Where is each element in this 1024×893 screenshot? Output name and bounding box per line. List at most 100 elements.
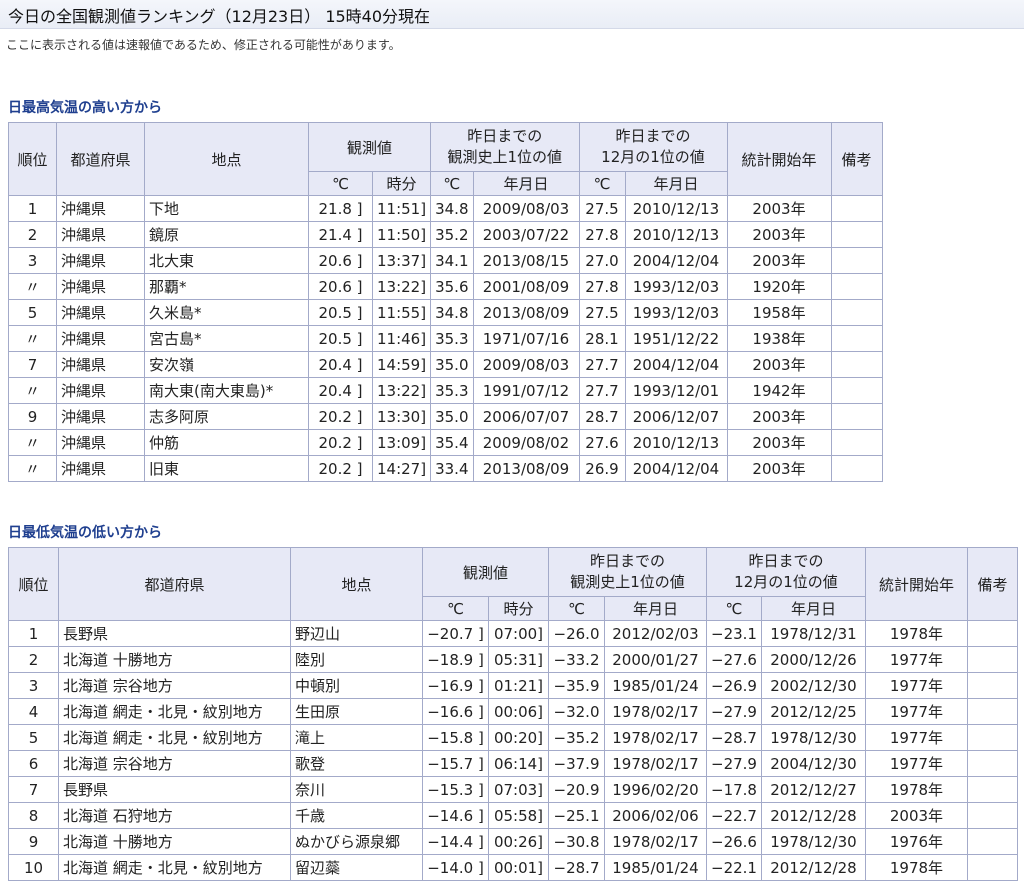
data-cell: 35.3 [430,377,474,404]
data-cell: −20.7 ] [422,620,489,647]
data-cell: 滝上 [290,724,423,751]
header-cell: 観測値 [307,122,432,172]
data-cell: −15.7 ] [422,750,489,777]
data-cell: 久米島* [144,299,309,326]
data-cell: 2009/08/03 [472,351,580,378]
data-cell: 35.0 [430,403,474,430]
remarks-cell [830,273,883,300]
data-cell: 安次嶺 [144,351,309,378]
header-cell: 昨日までの 12月の1位の値 [578,122,728,172]
data-cell: 中頓別 [290,672,423,699]
data-cell: 2000/12/26 [760,646,866,673]
remarks-cell [830,299,883,326]
data-cell: 3 [8,672,59,699]
data-cell: −16.9 ] [422,672,489,699]
data-row: 9 沖縄県 志多阿原 20.2 ] 13:30] 35.0 2006/07/07 28.7 20… [8,403,883,430]
data-cell: 26.9 [578,455,626,482]
data-row: 5 北海道 網走・北見・紋別地方 滝上 −15.8 ] 00:20] −35.2 1978/… [8,724,1018,751]
data-cell: −30.8 [548,828,605,855]
data-cell: 3 [8,247,57,274]
data-cell: 00:01] [488,854,549,881]
data-row: 3 北海道 宗谷地方 中頓別 −16.9 ] 01:21] −35.9 1985/01/24… [8,672,1018,699]
data-cell: −35.2 [548,724,605,751]
data-cell: 27.6 [578,429,626,456]
data-cell: 沖縄県 [56,273,145,300]
data-cell: 00:26] [488,828,549,855]
data-cell: 1978/02/17 [604,750,707,777]
data-cell: 14:59] [371,351,432,378]
header-line: 昨日までの [467,127,543,145]
data-cell: 35.3 [430,325,474,352]
data-cell: 35.6 [430,273,474,300]
subheader-cell: 年月日 [624,171,728,196]
subheader-cell: ℃ [308,171,373,196]
data-cell: 1978/02/17 [604,724,707,751]
subheader-cell: 年月日 [604,596,707,621]
remarks-cell [966,776,1018,803]
data-cell: 34.8 [430,195,474,222]
data-cell: 1977年 [864,750,968,777]
data-cell: −26.0 [548,620,605,647]
data-cell: 2012/12/25 [760,698,866,725]
data-row: 1 沖縄県 下地 21.8 ] 11:51] 34.8 2009/08/03 27.5 2010… [8,195,883,222]
data-cell: −16.6 ] [422,698,489,725]
data-cell: 鏡原 [144,221,309,248]
data-cell: 2004/12/30 [760,750,866,777]
header-line: 12月の1位の値 [601,148,705,166]
data-cell: 沖縄県 [56,455,145,482]
data-cell: 〃 [8,429,57,456]
data-cell: 2006/07/07 [472,403,580,430]
header-row: 順位 都道府県 地点 観測値 昨日までの 観測史上1位の値 昨日までの 12月の1位の値 統計開… [8,122,883,196]
data-cell: 05:31] [488,646,549,673]
ranking-table: 順位 都道府県 地点 観測値 昨日までの 観測史上1位の値 昨日までの 12月の1位の値 統計開… [8,122,883,482]
data-cell: 北海道 網走・北見・紋別地方 [58,724,291,751]
data-cell: 1978/02/17 [604,828,707,855]
data-cell: −17.8 [706,776,762,803]
data-cell: 1996/02/20 [604,776,707,803]
data-cell: 北海道 網走・北見・紋別地方 [58,854,291,881]
subheader-row: ℃ 時分 ℃ 年月日 ℃ 年月日 [9,596,1018,621]
data-cell: 1951/12/22 [624,325,728,352]
data-cell: 奈川 [290,776,423,803]
subheader-row: ℃ 時分 ℃ 年月日 ℃ 年月日 [9,171,883,196]
subheader-cell: ℃ [422,596,489,621]
data-cell: 北海道 網走・北見・紋別地方 [58,698,291,725]
data-cell: 1993/12/03 [624,299,728,326]
data-cell: 陸別 [290,646,423,673]
data-cell: 1985/01/24 [604,854,707,881]
data-row: 〃沖縄県 那覇* 20.6 ] 13:22] 35.6 2001/08/09 27.8 199… [8,273,883,300]
header-cell: 順位 [8,547,59,621]
data-cell: 2003/07/22 [472,221,580,248]
data-row: 2 北海道 十勝地方 陸別 −18.9 ] 05:31] −33.2 2000/01/27−… [8,646,1018,673]
header-cell: 昨日までの 観測史上1位の値 [430,122,580,172]
data-cell: 1993/12/01 [624,377,728,404]
data-cell: 1978/02/17 [604,698,707,725]
header-cell: 統計開始年 [864,547,968,621]
data-cell: −14.6 ] [422,802,489,829]
data-cell: 留辺蘂 [290,854,423,881]
data-cell: 仲筋 [144,429,309,456]
data-cell: 20.4 ] [308,351,373,378]
data-cell: 2003年 [726,195,832,222]
data-cell: 北海道 石狩地方 [58,802,291,829]
data-cell: −23.1 [706,620,762,647]
data-cell: 2003年 [726,221,832,248]
data-cell: 21.4 ] [308,221,373,248]
remarks-cell [966,828,1018,855]
data-row: 4 北海道 網走・北見・紋別地方 生田原 −16.6 ] 00:06] −32.0 1978… [8,698,1018,725]
data-cell: 9 [8,403,57,430]
data-cell: 北海道 宗谷地方 [58,672,291,699]
data-cell: 沖縄県 [56,351,145,378]
data-cell: 沖縄県 [56,247,145,274]
data-cell: 13:30] [371,403,432,430]
header-line: 昨日までの [748,552,824,570]
data-cell: 2012/12/27 [760,776,866,803]
remarks-cell [966,802,1018,829]
data-cell: −15.3 ] [422,776,489,803]
data-cell: 1976年 [864,828,968,855]
data-cell: 20.2 ] [308,403,373,430]
data-cell: 27.5 [578,195,626,222]
remarks-cell [966,724,1018,751]
data-row: 10 北海道 網走・北見・紋別地方 留辺蘂 −14.0 ] 00:01] −28.7 198… [8,854,1018,881]
table-caption: 日最高気温の高い方から [8,100,162,116]
